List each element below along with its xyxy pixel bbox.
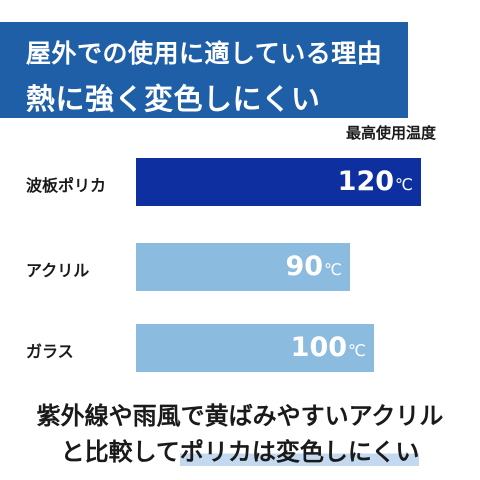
bar — [136, 243, 350, 291]
bar — [136, 158, 421, 206]
banner-line-1: 屋外での使用に適している理由 — [26, 39, 383, 68]
category-label: アクリル — [26, 261, 90, 280]
bar-value-label: 100℃ — [291, 324, 366, 372]
value-number: 90 — [285, 251, 324, 282]
value-unit: ℃ — [395, 175, 413, 194]
header-banner: 屋外での使用に適している理由 熱に強く変色しにくい — [0, 22, 408, 118]
value-unit: ℃ — [348, 341, 366, 360]
bar-value-label: 120℃ — [338, 158, 413, 206]
value-unit: ℃ — [324, 260, 342, 279]
bar-value-label: 90℃ — [285, 243, 342, 291]
caption-line-2: と比較してポリカは変色しにくい — [0, 432, 480, 467]
caption-plain: と比較して — [60, 438, 180, 466]
banner-line-2: 熱に強く変色しにくい — [26, 82, 321, 116]
chart-legend-label: 最高使用温度 — [346, 124, 437, 142]
caption-line-1: 紫外線や雨風で黄ばみやすいアクリル — [36, 402, 444, 430]
value-number: 120 — [337, 166, 395, 197]
value-number: 100 — [290, 332, 348, 363]
bar — [136, 324, 374, 372]
category-label: ガラス — [26, 342, 74, 361]
category-label: 波板ポリカ — [26, 176, 107, 195]
caption-highlight: ポリカは変色しにくい — [179, 438, 420, 466]
